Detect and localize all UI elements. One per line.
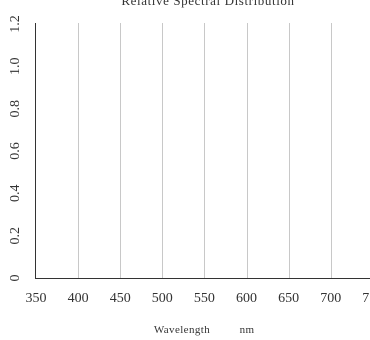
y-tick-label-0-6: 0.6 (8, 142, 23, 160)
y-tick-label-0-4: 0.4 (8, 185, 23, 203)
x-tick-label-500: 500 (152, 291, 173, 306)
x-tick-label-600: 600 (236, 291, 257, 306)
x-axis-unit: nm (240, 324, 255, 336)
grid-lines (78, 23, 332, 278)
chart-title: Relative Spectral Distribution (121, 0, 294, 8)
y-tick-label-0: 0 (8, 275, 23, 282)
x-tick-label-650: 650 (278, 291, 299, 306)
x-tick-label-400: 400 (68, 291, 89, 306)
x-tick-label-450: 450 (110, 291, 131, 306)
y-axis-ticks: 0 0.2 0.4 0.6 0.8 1.0 1.2 (8, 15, 23, 281)
axes (35, 23, 370, 279)
y-tick-label-1-2: 1.2 (8, 15, 23, 33)
x-tick-label-700: 700 (320, 291, 341, 306)
x-axis-ticks: 350 400 450 500 550 600 650 700 750 (26, 291, 370, 306)
x-tick-label-350: 350 (26, 291, 47, 306)
y-tick-label-0-2: 0.2 (8, 227, 23, 245)
y-tick-label-1: 1.0 (8, 58, 23, 76)
x-tick-label-750: 750 (362, 291, 370, 306)
y-tick-label-0-8: 0.8 (8, 100, 23, 118)
x-axis-label: Wavelength (154, 324, 210, 336)
x-tick-label-550: 550 (194, 291, 215, 306)
